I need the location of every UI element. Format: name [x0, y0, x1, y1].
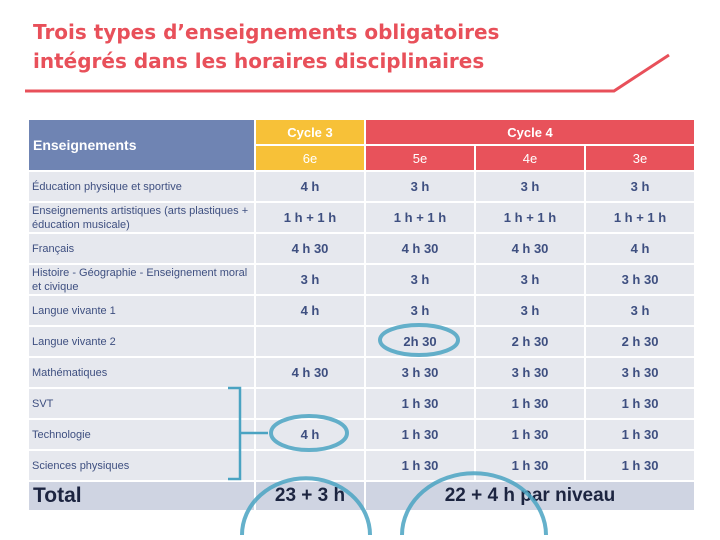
subject-cell: SVT — [27, 387, 256, 420]
value-cell: 3 h 30 — [364, 356, 476, 389]
header-cycle-4: Cycle 4 — [363, 118, 697, 146]
subject-cell: Mathématiques — [27, 356, 256, 389]
value-cell: 4 h — [254, 418, 366, 451]
value-cell: 4 h 30 — [254, 232, 366, 265]
value-cell: 1 h 30 — [364, 387, 476, 420]
subject-cell: Histoire - Géographie - Enseignement mor… — [27, 263, 256, 296]
value-cell: 3 h — [474, 263, 586, 296]
schedule-table-container: Enseignements Cycle 3 Cycle 4 6e 5e 4e 3… — [27, 118, 697, 512]
value-cell: 1 h 30 — [474, 387, 586, 420]
header-level-4e: 4e — [474, 144, 586, 172]
subject-cell: Enseignements artistiques (arts plastiqu… — [27, 201, 256, 234]
subject-cell: Technologie — [27, 418, 256, 451]
table-row: Enseignements artistiques (arts plastiqu… — [27, 201, 697, 234]
slide-title: Trois types d’enseignements obligatoires… — [33, 18, 653, 76]
value-cell: 2 h 30 — [474, 325, 586, 358]
header-row-levels: 6e 5e 4e 3e — [28, 144, 697, 172]
value-cell: 3 h — [364, 263, 476, 296]
value-cell: 4 h — [254, 170, 366, 203]
value-cell: 3 h 30 — [583, 263, 697, 296]
schedule-table: Enseignements Cycle 3 Cycle 4 6e 5e 4e 3… — [27, 118, 697, 512]
header-enseignements: Enseignements — [27, 118, 256, 172]
header-level-6e: 6e — [254, 144, 366, 172]
value-cell: 3 h — [254, 263, 366, 296]
subject-cell: Sciences physiques — [27, 449, 256, 482]
table-row: Français 4 h 30 4 h 30 4 h 30 4 h — [27, 232, 697, 265]
subject-cell: Français — [27, 232, 256, 265]
value-cell: 3 h — [364, 294, 476, 327]
table-row: Technologie 4 h 1 h 30 1 h 30 1 h 30 — [27, 418, 697, 451]
value-cell: 1 h 30 — [583, 387, 697, 420]
value-cell: 3 h 30 — [474, 356, 586, 389]
slide-title-line-1: Trois types d’enseignements obligatoires — [33, 20, 500, 44]
value-cell: 1 h 30 — [364, 418, 476, 451]
value-cell: 3 h — [364, 170, 476, 203]
value-cell: 1 h + 1 h — [364, 201, 476, 234]
table-row: Sciences physiques 1 h 30 1 h 30 1 h 30 — [27, 449, 697, 482]
value-cell: 1 h 30 — [583, 418, 697, 451]
total-label: Total — [27, 480, 256, 512]
value-cell: 4 h — [583, 232, 697, 265]
table-row: Langue vivante 2 2h 30 2 h 30 2 h 30 — [27, 325, 697, 358]
value-cell: 3 h — [474, 170, 586, 203]
value-cell: 1 h 30 — [474, 418, 586, 451]
value-cell: 1 h 30 — [364, 449, 476, 482]
table-row: Langue vivante 1 4 h 3 h 3 h 3 h — [27, 294, 697, 327]
table-row: SVT 1 h 30 1 h 30 1 h 30 — [27, 387, 697, 420]
value-cell: 1 h + 1 h — [474, 201, 586, 234]
header-level-5e: 5e — [364, 144, 476, 172]
value-cell — [254, 449, 366, 482]
value-cell: 4 h 30 — [364, 232, 476, 265]
header-level-3e: 3e — [583, 144, 697, 172]
table-row: Histoire - Géographie - Enseignement mor… — [27, 263, 697, 296]
value-cell — [254, 325, 366, 358]
subject-cell: Langue vivante 2 — [27, 325, 256, 358]
value-cell: 4 h 30 — [254, 356, 366, 389]
value-cell: 2 h 30 — [583, 325, 697, 358]
header-cycle-3: Cycle 3 — [254, 118, 366, 146]
value-cell: 1 h + 1 h — [254, 201, 366, 234]
value-cell: 3 h — [583, 294, 697, 327]
value-cell: 3 h 30 — [583, 356, 697, 389]
total-cycle-3: 23 + 3 h — [254, 480, 366, 512]
total-cycle-4: 22 + 4 h par niveau — [363, 480, 697, 512]
value-cell: 4 h — [254, 294, 366, 327]
subject-cell: Éducation physique et sportive — [27, 170, 256, 203]
slide-title-line-2: intégrés dans les horaires disciplinaire… — [33, 49, 485, 73]
total-row: Total 23 + 3 h 22 + 4 h par niveau — [27, 480, 697, 512]
header-row-cycles: Enseignements Cycle 3 Cycle 4 — [27, 118, 697, 172]
value-cell — [254, 387, 366, 420]
subject-cell: Langue vivante 1 — [27, 294, 256, 327]
value-cell: 4 h 30 — [474, 232, 586, 265]
value-cell: 1 h 30 — [474, 449, 586, 482]
value-cell: 2h 30 — [364, 325, 476, 358]
title-underline-decoration — [25, 53, 670, 93]
table-row: Mathématiques 4 h 30 3 h 30 3 h 30 3 h 3… — [27, 356, 697, 389]
table-row: Éducation physique et sportive 4 h 3 h 3… — [27, 170, 697, 203]
value-cell: 1 h + 1 h — [583, 201, 697, 234]
value-cell: 1 h 30 — [583, 449, 697, 482]
value-cell: 3 h — [583, 170, 697, 203]
value-cell: 3 h — [474, 294, 586, 327]
